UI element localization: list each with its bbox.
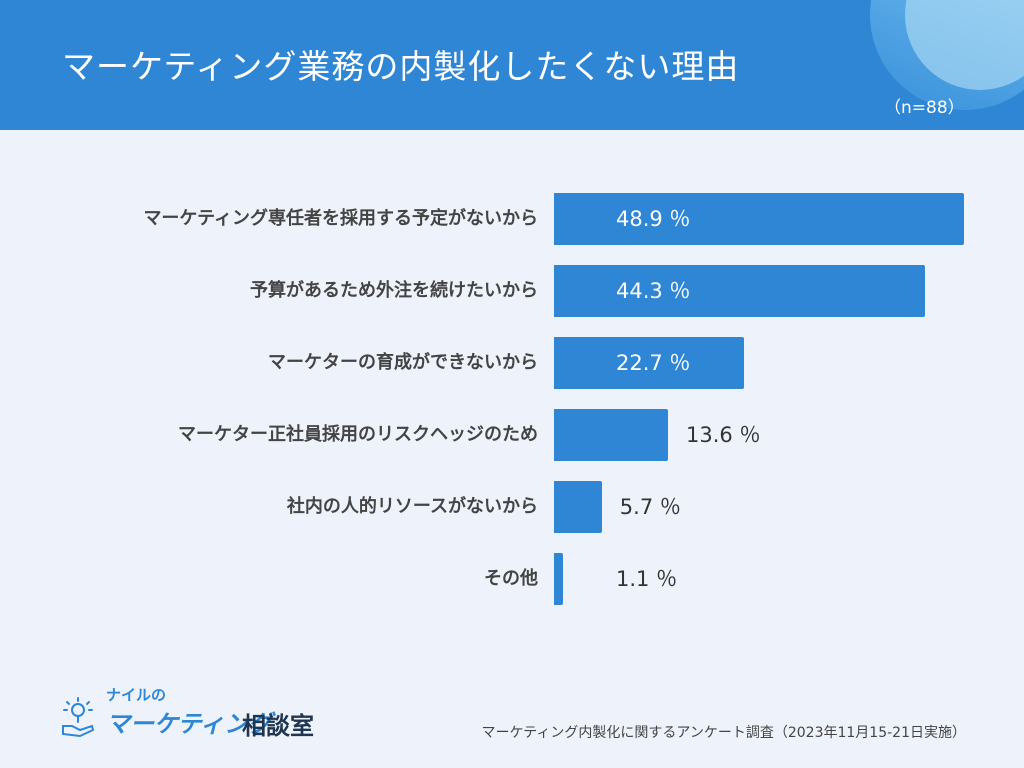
logo-small-text: ナイルの bbox=[106, 686, 167, 704]
logo: ナイルの マーケティング 相談室 bbox=[60, 682, 330, 752]
value-label: 1.1 ％ bbox=[616, 567, 678, 591]
category-label: 予算があるため外注を続けたいから bbox=[250, 280, 538, 301]
category-label: マーケティング専任者を採用する予定がないから bbox=[143, 208, 538, 229]
category-label: その他 bbox=[484, 568, 538, 589]
category-label: マーケターの育成ができないから bbox=[268, 352, 538, 373]
survey-footnote: マーケティング内製化に関するアンケート調査（2023年11月15-21日実施） bbox=[481, 725, 966, 741]
bar bbox=[554, 553, 564, 605]
value-label: 48.9 ％ bbox=[616, 207, 691, 231]
sample-size: （n=88） bbox=[884, 98, 965, 118]
value-label: 13.6 ％ bbox=[686, 423, 761, 447]
bar bbox=[554, 265, 926, 317]
category-label: 社内の人的リソースがないから bbox=[286, 496, 538, 517]
logo-suffix-text: 相談室 bbox=[242, 712, 314, 740]
bar bbox=[554, 193, 964, 245]
value-label: 44.3 ％ bbox=[616, 279, 691, 303]
page-title: マーケティング業務の内製化したくない理由 bbox=[62, 47, 740, 86]
category-label: マーケター正社員採用のリスクヘッジのため bbox=[178, 424, 538, 445]
value-label: 22.7 ％ bbox=[616, 351, 691, 375]
value-label: 5.7 ％ bbox=[619, 495, 681, 519]
bar bbox=[554, 409, 669, 461]
logo-main-text: マーケティング bbox=[106, 710, 273, 738]
bar bbox=[554, 337, 745, 389]
bar bbox=[554, 481, 602, 533]
lightbulb-hand-icon bbox=[62, 697, 95, 738]
header-banner: マーケティング業務の内製化したくない理由 （n=88） bbox=[0, 0, 1024, 130]
